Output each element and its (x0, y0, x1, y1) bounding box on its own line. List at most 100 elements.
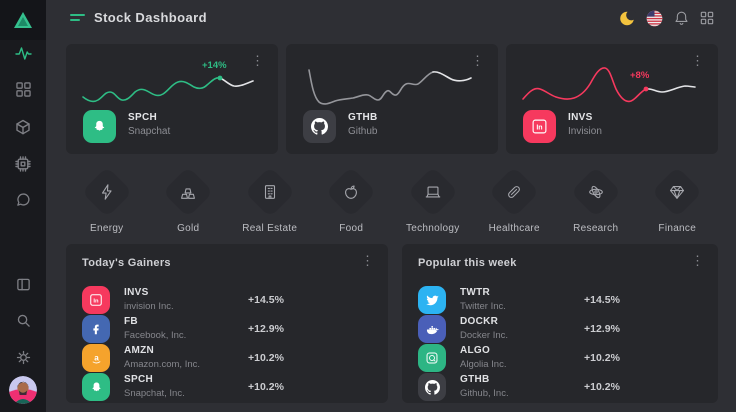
laptop-icon (425, 186, 441, 197)
sidebar-item-hardware[interactable] (0, 156, 46, 172)
change-value: +14.5% (584, 294, 620, 306)
card-ticker: GTHB (348, 112, 378, 123)
gainer-row-fb[interactable]: FB Facebook, Inc. +12.9% (66, 315, 388, 343)
user-avatar[interactable] (9, 376, 37, 404)
atom-icon (588, 185, 603, 198)
github-icon (418, 373, 446, 401)
moon-icon (619, 9, 636, 25)
card-company: Snapchat (128, 126, 171, 137)
gold-icon (181, 187, 196, 199)
pill-icon (508, 185, 521, 198)
language-selector[interactable] (645, 9, 663, 27)
category-healthcare[interactable]: Healthcare (474, 166, 556, 234)
category-food[interactable]: Food (311, 166, 393, 234)
snapchat-icon (82, 373, 110, 401)
stock-card-spch[interactable]: ⋮ +14% SPCH Snapchat (66, 44, 278, 154)
panel-menu-button[interactable]: ⋮ (691, 253, 704, 268)
panel-title: Popular this week (418, 257, 517, 269)
category-finance[interactable]: Finance (637, 166, 719, 234)
card-menu-button[interactable]: ⋮ (471, 53, 484, 68)
sidebar-item-activity[interactable] (0, 46, 46, 61)
svg-text:In: In (536, 123, 542, 131)
card-menu-button[interactable]: ⋮ (251, 53, 264, 68)
change-value: +10.2% (584, 352, 620, 364)
sidebar-item-products[interactable] (0, 119, 46, 135)
logo-triangle-icon (14, 12, 32, 28)
panel-title: Today's Gainers (82, 257, 171, 269)
docker-icon (418, 315, 446, 343)
github-icon (303, 110, 336, 143)
invision-icon: In (523, 110, 556, 143)
amazon-icon: a (82, 344, 110, 372)
svg-text:a: a (94, 353, 99, 362)
popular-row-algo[interactable]: ALGO Algolia Inc. +10.2% (402, 344, 718, 372)
cpu-icon (15, 156, 31, 172)
category-energy[interactable]: Energy (66, 166, 148, 234)
sidebar-item-layout[interactable] (0, 277, 46, 292)
change-value: +12.9% (248, 323, 284, 335)
snapchat-icon (83, 110, 116, 143)
gainer-row-invs[interactable]: In INVS invision Inc. +14.5% (66, 286, 388, 314)
change-value: +10.2% (248, 352, 284, 364)
category-gold[interactable]: Gold (148, 166, 230, 234)
bell-icon (674, 11, 688, 25)
card-ticker: SPCH (128, 112, 157, 123)
change-value: +12.9% (584, 323, 620, 335)
gear-icon (16, 350, 30, 365)
page-title: Stock Dashboard (94, 10, 207, 25)
spch-sparkline (82, 75, 254, 103)
sidebar-item-messages[interactable] (0, 192, 46, 207)
category-research[interactable]: Research (555, 166, 637, 234)
energy-icon (101, 183, 112, 200)
avatar-image (9, 376, 37, 404)
popular-this-week-panel: Popular this week ⋮ TWTR Twitter Inc. +14… (402, 244, 718, 403)
gainer-row-amzn[interactable]: a AMZN Amazon.com, Inc. +10.2% (66, 344, 388, 372)
category-real-estate[interactable]: Real Estate (229, 166, 311, 234)
change-badge: +8% (630, 70, 650, 81)
algolia-icon (418, 344, 446, 372)
card-menu-button[interactable]: ⋮ (691, 53, 704, 68)
dark-mode-toggle[interactable] (618, 9, 636, 27)
card-ticker: INVS (568, 112, 593, 123)
header: Stock Dashboard (46, 0, 736, 36)
sidebar (0, 0, 46, 412)
chat-bubble-icon (16, 193, 30, 206)
category-row: Energy Gold Real Estate Food Technology … (66, 166, 719, 234)
card-company: Github (348, 126, 378, 137)
invision-icon: In (82, 286, 110, 314)
popular-row-twtr[interactable]: TWTR Twitter Inc. +14.5% (402, 286, 718, 314)
cube-icon (16, 119, 30, 135)
sidebar-item-search[interactable] (0, 313, 46, 328)
todays-gainers-panel: Today's Gainers ⋮ In INVS invision Inc. +… (66, 244, 388, 403)
category-technology[interactable]: Technology (392, 166, 474, 234)
us-flag-icon (646, 10, 662, 26)
activity-icon (14, 47, 32, 60)
stock-card-invs[interactable]: ⋮ +8% In INVS Invision (506, 44, 718, 154)
facebook-icon (82, 315, 110, 343)
sidebar-item-dashboard[interactable] (0, 82, 46, 97)
card-company: Invision (568, 126, 602, 137)
layout-panel-icon (16, 278, 30, 291)
stock-card-gthb[interactable]: ⋮ GTHB Github (286, 44, 498, 154)
svg-text:In: In (93, 299, 99, 305)
gainer-row-spch[interactable]: SPCH Snapchat, Inc. +10.2% (66, 373, 388, 401)
app-logo[interactable] (0, 0, 46, 40)
sidebar-item-settings[interactable] (0, 350, 46, 365)
building-icon (264, 184, 275, 199)
apps-grid-icon (700, 11, 714, 25)
change-value: +14.5% (248, 294, 284, 306)
fruit-icon (345, 185, 358, 199)
menu-toggle-button[interactable] (70, 14, 85, 24)
change-value: +10.2% (584, 381, 620, 393)
change-badge: +14% (202, 60, 227, 71)
panel-menu-button[interactable]: ⋮ (361, 253, 374, 268)
popular-row-gthb[interactable]: GTHB Github, Inc. +10.2% (402, 373, 718, 401)
grid-icon (15, 82, 31, 97)
notifications-button[interactable] (672, 9, 690, 27)
apps-menu-button[interactable] (698, 9, 716, 27)
invs-sparkline (522, 67, 696, 103)
gthb-sparkline (308, 69, 472, 105)
search-icon (17, 314, 30, 327)
popular-row-dockr[interactable]: DOCKR Docker Inc. +12.9% (402, 315, 718, 343)
